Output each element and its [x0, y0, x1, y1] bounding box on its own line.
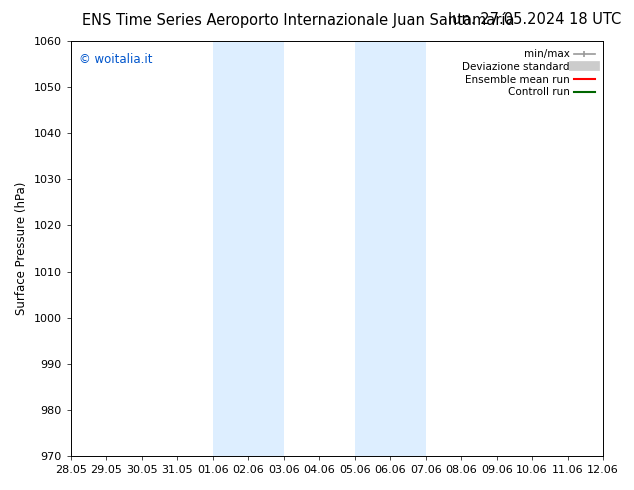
Bar	[354, 41, 425, 456]
Y-axis label: Surface Pressure (hPa): Surface Pressure (hPa)	[15, 182, 28, 315]
Text: ENS Time Series Aeroporto Internazionale Juan Santamaría: ENS Time Series Aeroporto Internazionale…	[82, 12, 515, 28]
Bar	[212, 41, 283, 456]
Legend: min/max, Deviazione standard, Ensemble mean run, Controll run: min/max, Deviazione standard, Ensemble m…	[459, 46, 598, 100]
Text: © woitalia.it: © woitalia.it	[79, 53, 152, 67]
Text: lun. 27.05.2024 18 UTC: lun. 27.05.2024 18 UTC	[448, 12, 621, 27]
